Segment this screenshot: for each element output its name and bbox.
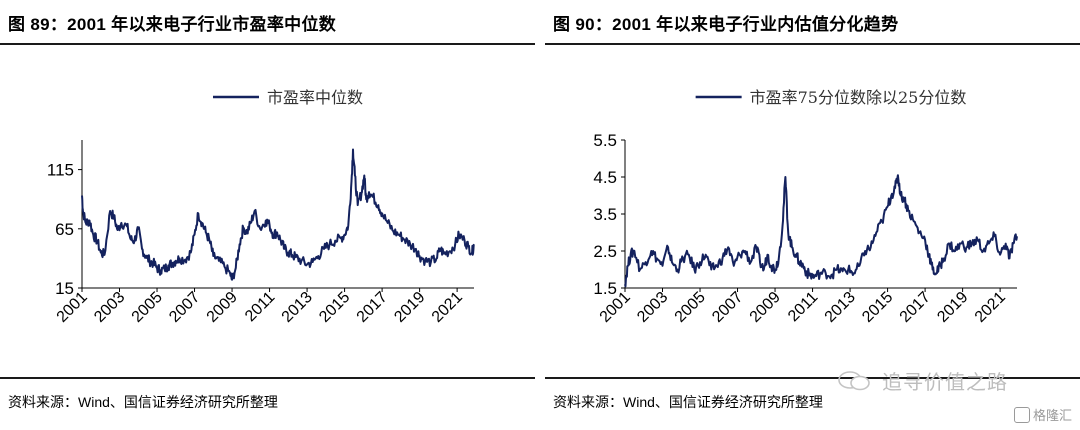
legend-label: 市盈率75分位数除以25分位数 (750, 88, 967, 107)
x-tick-label: 2021 (429, 289, 466, 326)
chart-title: 图 90：2001 年以来电子行业内估值分化趋势 (553, 15, 899, 34)
x-tick-label: 2017 (354, 289, 391, 326)
x-tick-label: 2003 (91, 289, 128, 326)
y-tick-label: 3.5 (593, 205, 617, 224)
wechat-icon (838, 371, 870, 391)
x-tick-label: 2017 (897, 289, 934, 326)
y-tick-label: 65 (55, 220, 74, 239)
title-divider (545, 43, 1080, 45)
y-tick-label: 4.5 (593, 168, 617, 187)
legend-label: 市盈率中位数 (267, 88, 363, 107)
x-tick-label: 2019 (391, 289, 428, 326)
chart-axes (81, 140, 474, 289)
x-tick-label: 2011 (785, 289, 821, 325)
x-tick-label: 2005 (672, 289, 709, 326)
source-note: 资料来源：Wind、国信证券经济研究所整理 (8, 394, 278, 410)
chart-panel-90: 图 90：2001 年以来电子行业内估值分化趋势 市盈率75分位数除以25分位数… (545, 0, 1080, 430)
x-tick-label: 2019 (934, 289, 971, 326)
x-tick-label: 2005 (129, 289, 166, 326)
x-tick-label: 2015 (316, 289, 353, 326)
x-tick-label: 2003 (634, 289, 671, 326)
y-tick-label: 5.5 (593, 131, 617, 150)
corner-logo: 格隆汇 (1013, 405, 1072, 424)
x-tick-label: 2007 (709, 289, 746, 326)
watermark-text: 追寻价值之路 (882, 372, 1008, 394)
series-line-pe-ratio-spread (624, 174, 1018, 288)
source-divider (0, 377, 535, 379)
x-tick-label: 2013 (279, 289, 316, 326)
x-tick-label: 2011 (242, 289, 278, 325)
x-tick-label: 2007 (166, 289, 203, 326)
series-line-pe-median (81, 148, 475, 281)
y-tick-label: 15 (55, 279, 74, 298)
x-tick-label: 2009 (204, 289, 241, 326)
corner-logo-text: 格隆汇 (1032, 408, 1072, 423)
chart-panel-89: 图 89：2001 年以来电子行业市盈率中位数 市盈率中位数 15 65 115 20… (0, 0, 535, 430)
x-tick-label: 2015 (859, 289, 896, 326)
x-tick-label: 2013 (822, 289, 859, 326)
y-tick-label: 1.5 (593, 279, 617, 298)
source-divider (545, 377, 1080, 379)
chart-title: 图 89：2001 年以来电子行业市盈率中位数 (8, 15, 337, 34)
x-tick-label: 2009 (747, 289, 784, 326)
glh-logo-icon (1013, 407, 1030, 423)
y-tick-label: 115 (47, 161, 74, 180)
title-divider (0, 43, 535, 45)
x-tick-label: 2021 (972, 289, 1009, 326)
y-tick-label: 2.5 (593, 242, 617, 261)
source-note: 资料来源：Wind、国信证券经济研究所整理 (553, 394, 823, 410)
chart-axes (624, 140, 1017, 289)
